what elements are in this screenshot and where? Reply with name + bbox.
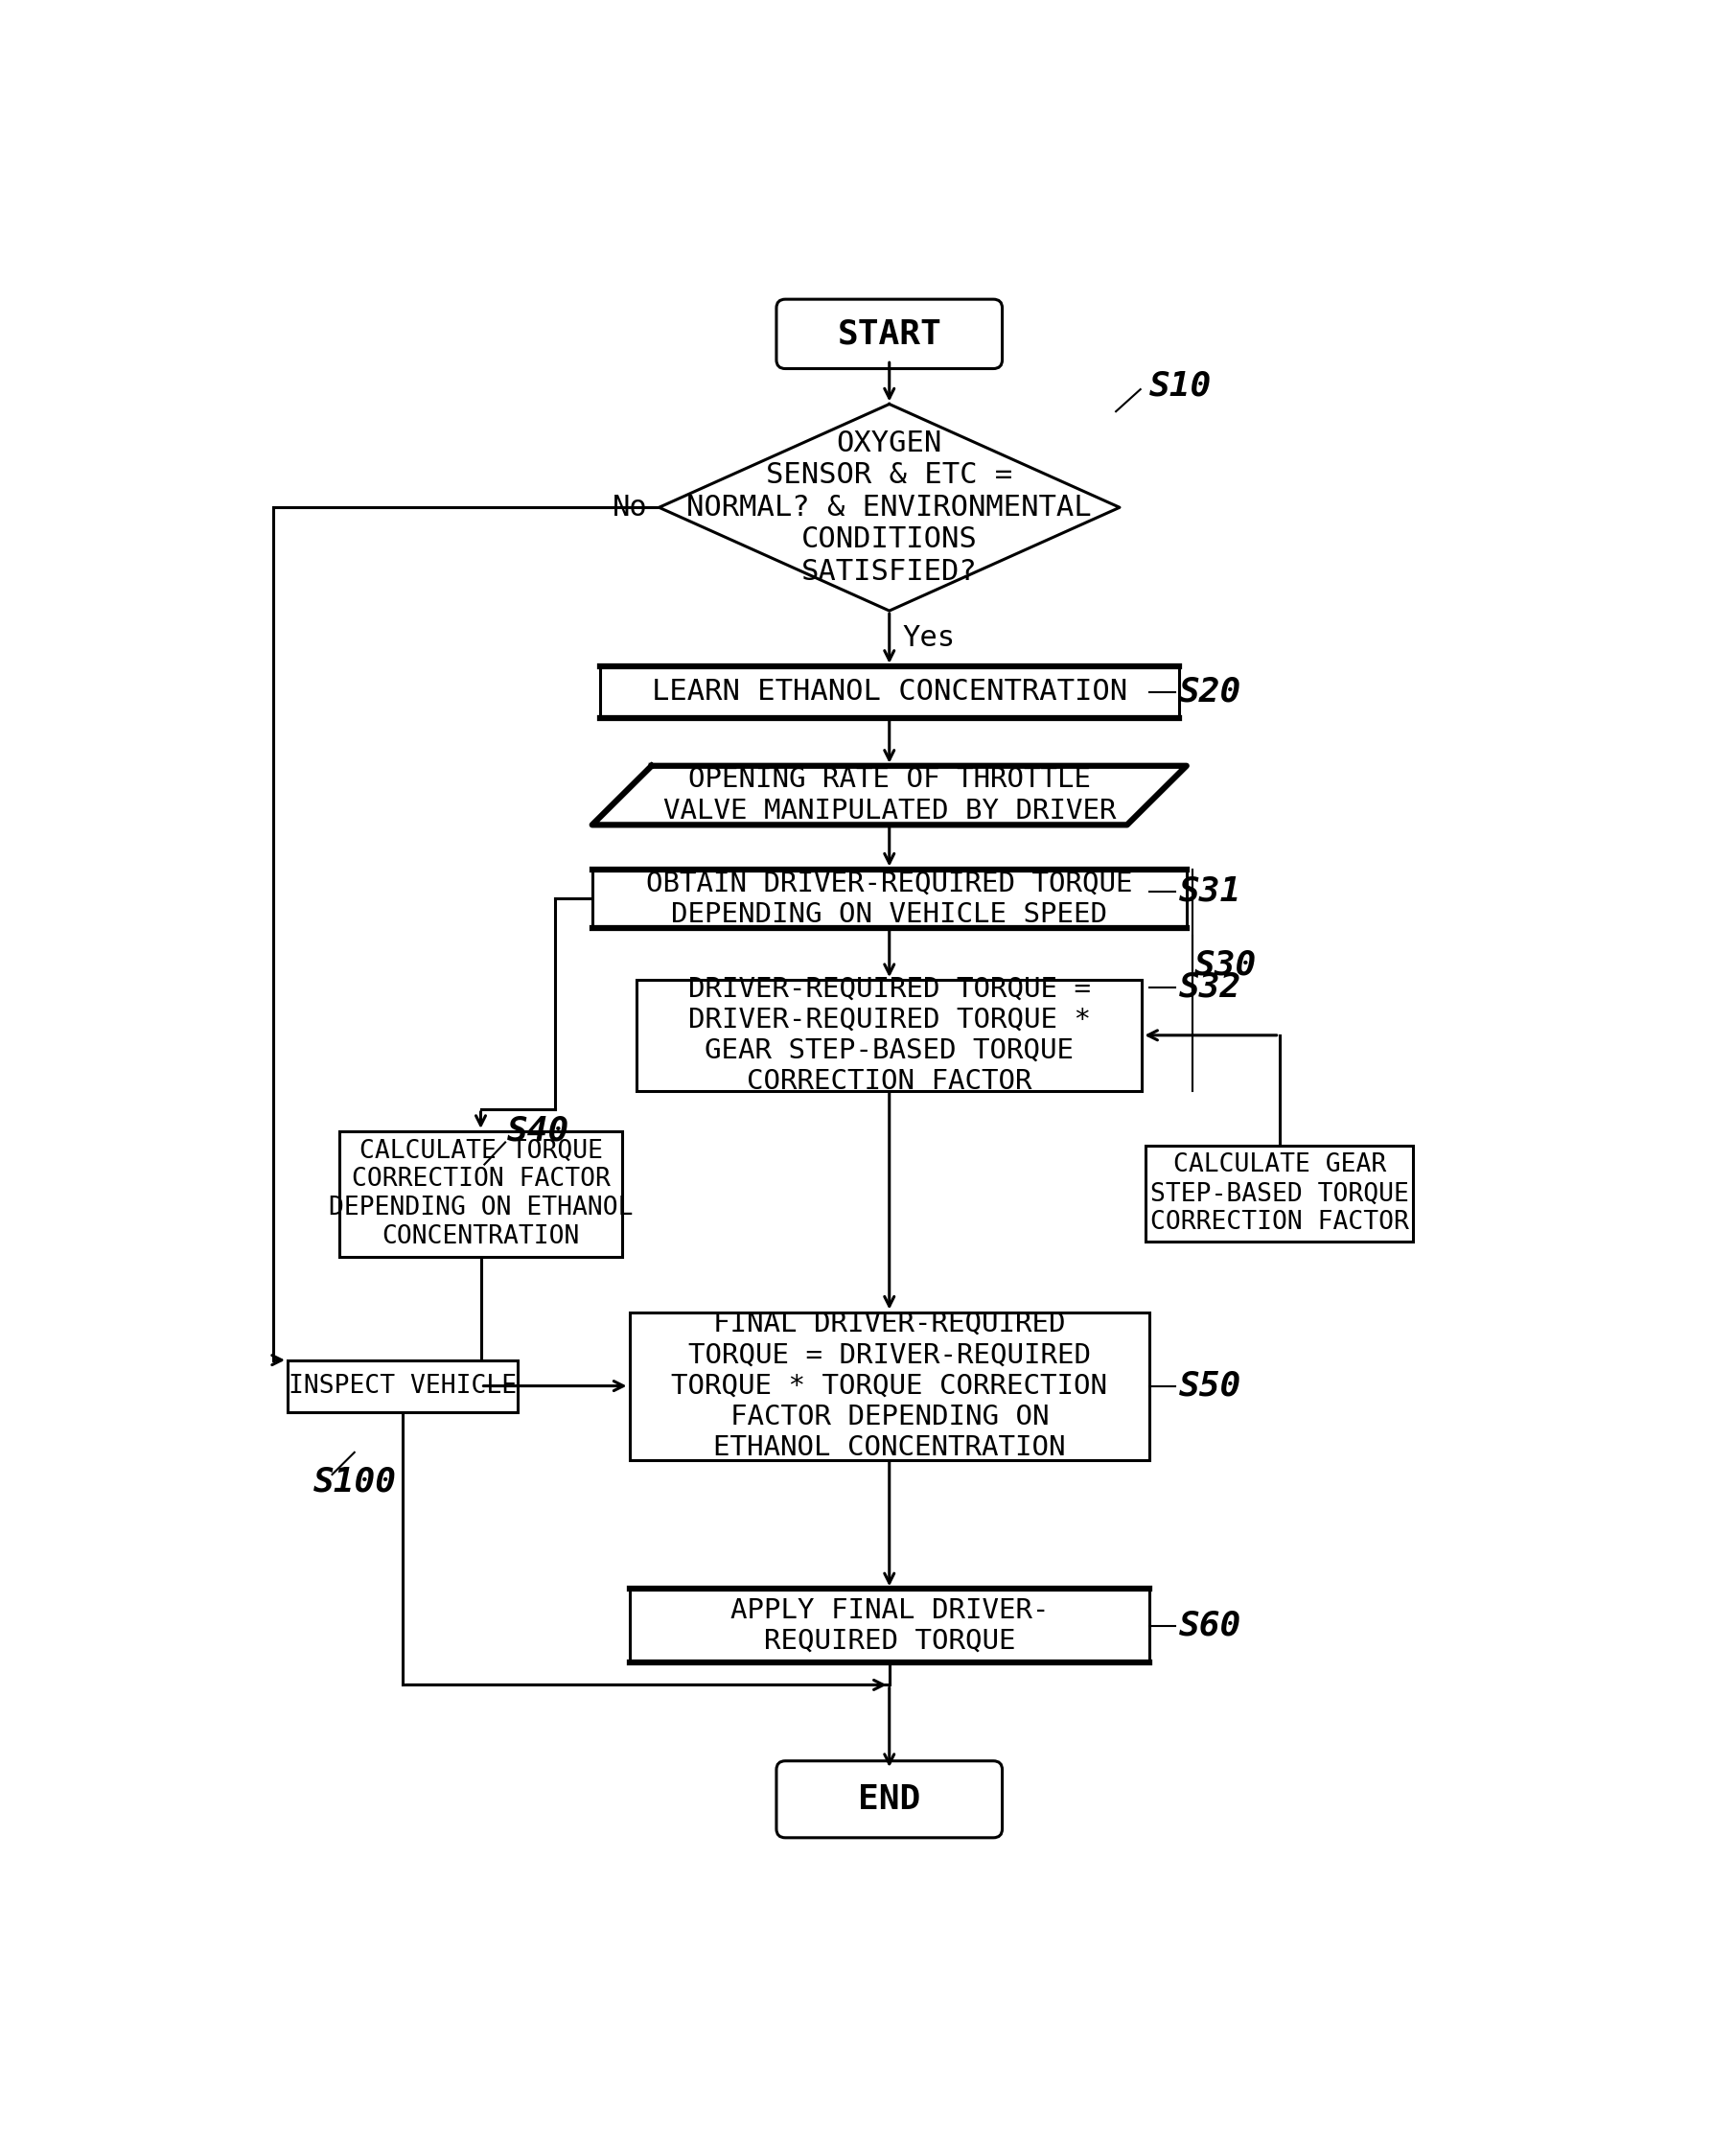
- Text: OXYGEN
SENSOR & ETC =
NORMAL? & ENVIRONMENTAL
CONDITIONS
SATISFIED?: OXYGEN SENSOR & ETC = NORMAL? & ENVIRONM…: [687, 430, 1092, 586]
- Bar: [1146, 1145, 1413, 1242]
- Text: START: START: [837, 318, 941, 350]
- Bar: [637, 981, 1142, 1090]
- Text: Yes: Yes: [903, 624, 955, 652]
- Bar: [340, 1130, 621, 1257]
- Text: No: No: [613, 494, 648, 521]
- Bar: [599, 667, 1179, 718]
- Text: S50: S50: [1179, 1370, 1241, 1402]
- Text: FINAL DRIVER-REQUIRED
TORQUE = DRIVER-REQUIRED
TORQUE * TORQUE CORRECTION
FACTOR: FINAL DRIVER-REQUIRED TORQUE = DRIVER-RE…: [672, 1310, 1108, 1462]
- Text: S60: S60: [1179, 1609, 1241, 1641]
- Text: CALCULATE GEAR
STEP-BASED TORQUE
CORRECTION FACTOR: CALCULATE GEAR STEP-BASED TORQUE CORRECT…: [1149, 1152, 1408, 1235]
- Text: S30: S30: [1194, 949, 1257, 981]
- Text: S40: S40: [507, 1116, 569, 1148]
- Text: OPENING RATE OF THROTTLE
VALVE MANIPULATED BY DRIVER: OPENING RATE OF THROTTLE VALVE MANIPULAT…: [663, 767, 1116, 825]
- Bar: [630, 1590, 1149, 1663]
- Text: S100: S100: [314, 1466, 398, 1498]
- Text: S10: S10: [1149, 370, 1212, 402]
- Text: APPLY FINAL DRIVER-
REQUIRED TORQUE: APPLY FINAL DRIVER- REQUIRED TORQUE: [729, 1596, 1049, 1654]
- Text: END: END: [858, 1782, 920, 1816]
- Text: S31: S31: [1179, 874, 1241, 908]
- Bar: [288, 1359, 517, 1413]
- Text: OBTAIN DRIVER-REQUIRED TORQUE
DEPENDING ON VEHICLE SPEED: OBTAIN DRIVER-REQUIRED TORQUE DEPENDING …: [646, 870, 1132, 927]
- Text: LEARN ETHANOL CONCENTRATION: LEARN ETHANOL CONCENTRATION: [651, 677, 1127, 705]
- Text: INSPECT VEHICLE: INSPECT VEHICLE: [288, 1374, 517, 1398]
- Bar: [592, 870, 1186, 927]
- Polygon shape: [660, 404, 1120, 611]
- FancyBboxPatch shape: [776, 299, 1002, 370]
- Text: DRIVER-REQUIRED TORQUE =
DRIVER-REQUIRED TORQUE *
GEAR STEP-BASED TORQUE
CORRECT: DRIVER-REQUIRED TORQUE = DRIVER-REQUIRED…: [687, 974, 1090, 1096]
- Text: S32: S32: [1179, 970, 1241, 1004]
- Text: CALCULATE TORQUE
CORRECTION FACTOR
DEPENDING ON ETHANOL
CONCENTRATION: CALCULATE TORQUE CORRECTION FACTOR DEPEN…: [328, 1139, 634, 1250]
- FancyBboxPatch shape: [776, 1761, 1002, 1838]
- Text: S20: S20: [1179, 675, 1241, 707]
- Polygon shape: [592, 765, 1186, 825]
- Bar: [630, 1312, 1149, 1460]
